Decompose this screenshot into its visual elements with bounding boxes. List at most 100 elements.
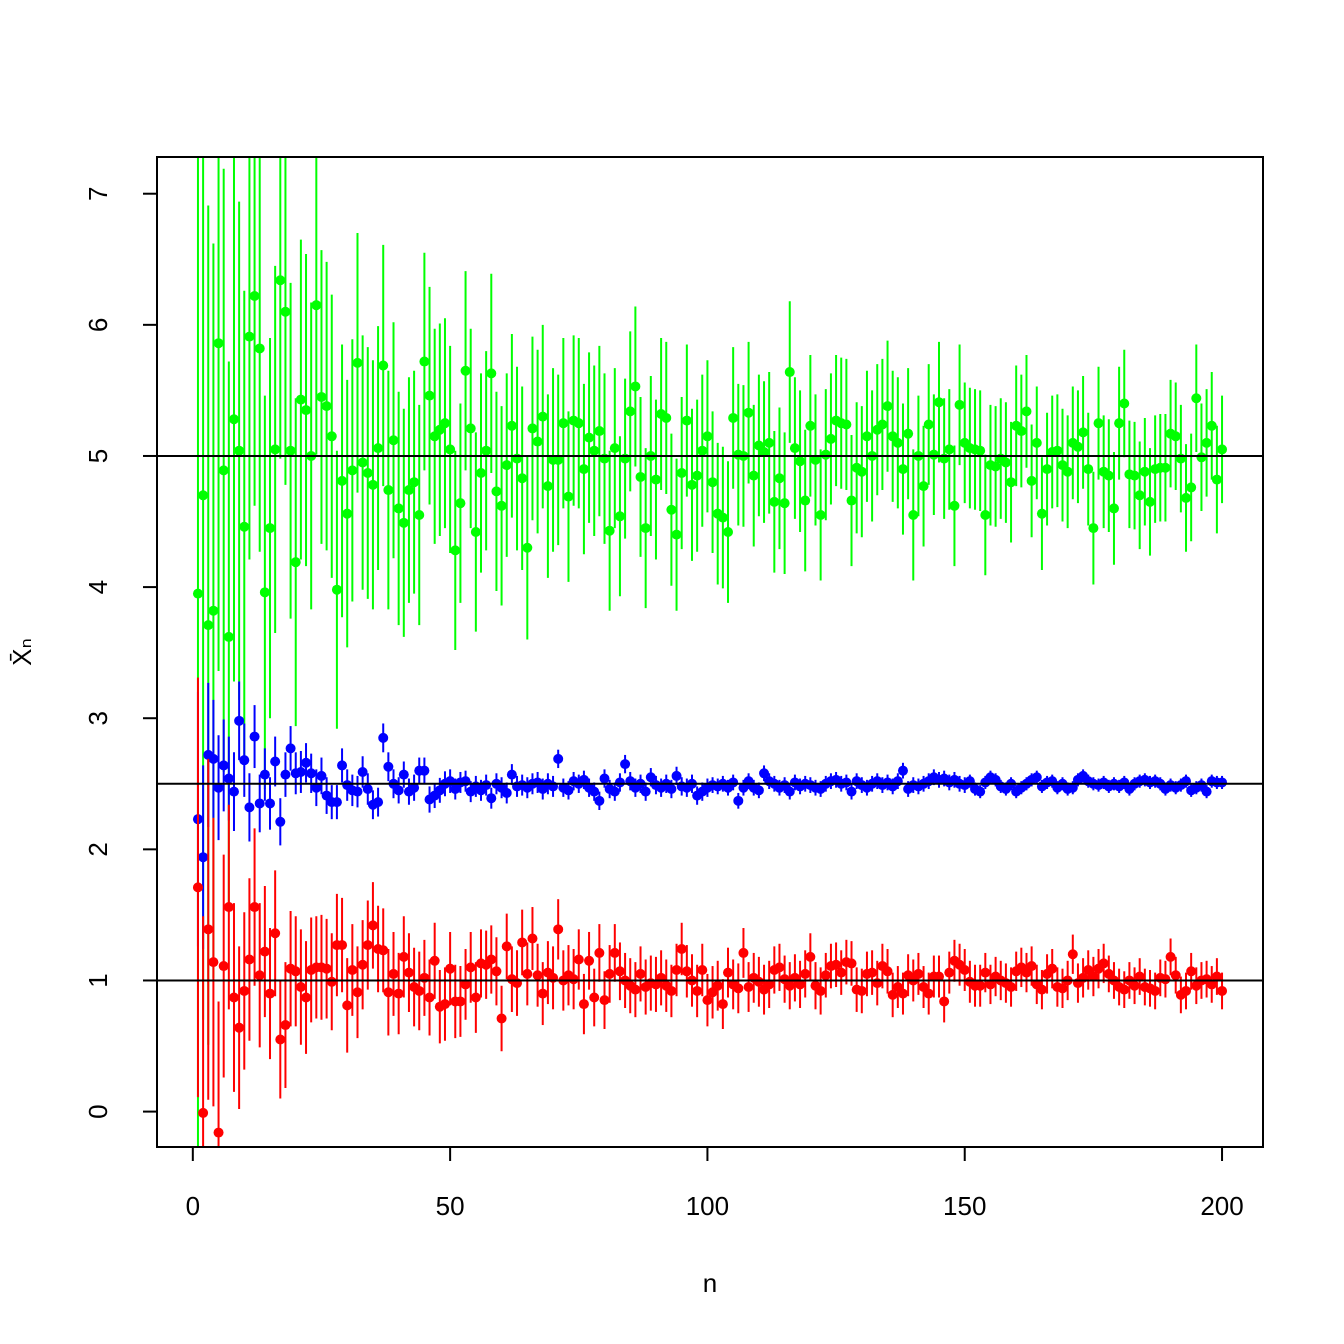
point bbox=[733, 983, 744, 994]
point bbox=[810, 454, 821, 465]
point bbox=[784, 786, 795, 797]
point bbox=[280, 1020, 291, 1031]
point bbox=[666, 985, 677, 996]
point bbox=[259, 587, 270, 598]
point bbox=[362, 940, 373, 951]
point bbox=[846, 495, 857, 506]
point bbox=[249, 902, 260, 913]
point bbox=[239, 755, 250, 766]
point bbox=[846, 786, 857, 797]
point bbox=[954, 399, 965, 410]
point bbox=[522, 542, 533, 553]
x-tick-label: 0 bbox=[186, 1191, 200, 1221]
point bbox=[244, 802, 255, 813]
point bbox=[841, 419, 852, 430]
point bbox=[578, 774, 589, 785]
point bbox=[944, 444, 955, 455]
point bbox=[553, 753, 564, 764]
point bbox=[481, 780, 492, 791]
point bbox=[1042, 464, 1053, 475]
point bbox=[594, 947, 605, 958]
x-axis-label: n bbox=[703, 1268, 717, 1298]
point bbox=[779, 498, 790, 509]
point bbox=[753, 785, 764, 796]
y-tick-label: 1 bbox=[83, 973, 113, 987]
point bbox=[1026, 961, 1037, 972]
point bbox=[723, 967, 734, 978]
point bbox=[584, 955, 595, 966]
point bbox=[213, 338, 224, 349]
plot-area bbox=[157, 157, 1263, 1147]
point bbox=[820, 449, 831, 460]
point bbox=[784, 980, 795, 991]
point bbox=[738, 947, 749, 958]
point bbox=[362, 784, 373, 795]
point bbox=[419, 356, 430, 367]
y-tick-label: 6 bbox=[83, 318, 113, 332]
point bbox=[1129, 980, 1140, 991]
point bbox=[234, 1022, 245, 1033]
point bbox=[326, 976, 337, 987]
point bbox=[331, 584, 342, 595]
point bbox=[563, 491, 574, 502]
point bbox=[383, 987, 394, 998]
point bbox=[892, 437, 903, 448]
point bbox=[373, 443, 384, 454]
point bbox=[676, 468, 687, 479]
point bbox=[1211, 474, 1222, 485]
point bbox=[861, 431, 872, 442]
point bbox=[923, 419, 934, 430]
point bbox=[558, 418, 569, 429]
point bbox=[213, 1127, 224, 1138]
point bbox=[311, 782, 322, 793]
point bbox=[1186, 966, 1197, 977]
point bbox=[1021, 406, 1032, 417]
point bbox=[774, 473, 785, 484]
point bbox=[409, 477, 420, 488]
point bbox=[537, 411, 548, 422]
point bbox=[347, 964, 358, 975]
point bbox=[1144, 496, 1155, 507]
point bbox=[208, 605, 219, 616]
point bbox=[825, 433, 836, 444]
point bbox=[697, 445, 708, 456]
point bbox=[378, 732, 389, 743]
point bbox=[1000, 457, 1011, 468]
point bbox=[398, 951, 409, 962]
point bbox=[671, 964, 682, 975]
point bbox=[218, 961, 229, 972]
point bbox=[1191, 393, 1202, 404]
y-tick-label: 7 bbox=[83, 186, 113, 200]
point bbox=[496, 500, 507, 511]
point bbox=[625, 406, 636, 417]
point bbox=[342, 508, 353, 519]
point bbox=[1031, 772, 1042, 783]
point bbox=[439, 999, 450, 1010]
point bbox=[990, 461, 1001, 472]
point bbox=[666, 504, 677, 515]
point bbox=[928, 449, 939, 460]
point bbox=[357, 457, 368, 468]
point bbox=[1078, 427, 1089, 438]
point bbox=[259, 946, 270, 957]
point bbox=[403, 967, 414, 978]
point bbox=[532, 436, 543, 447]
point bbox=[321, 401, 332, 412]
point bbox=[578, 464, 589, 475]
point bbox=[815, 509, 826, 520]
point bbox=[841, 777, 852, 788]
point bbox=[697, 964, 708, 975]
point bbox=[599, 773, 610, 784]
point bbox=[635, 968, 646, 979]
point bbox=[764, 979, 775, 990]
point bbox=[337, 760, 348, 771]
point bbox=[337, 475, 348, 486]
point bbox=[295, 394, 306, 405]
point bbox=[203, 924, 214, 935]
point bbox=[403, 485, 414, 496]
y-tick-label: 5 bbox=[83, 449, 113, 463]
point bbox=[589, 992, 600, 1003]
point bbox=[409, 782, 420, 793]
point bbox=[620, 759, 631, 770]
